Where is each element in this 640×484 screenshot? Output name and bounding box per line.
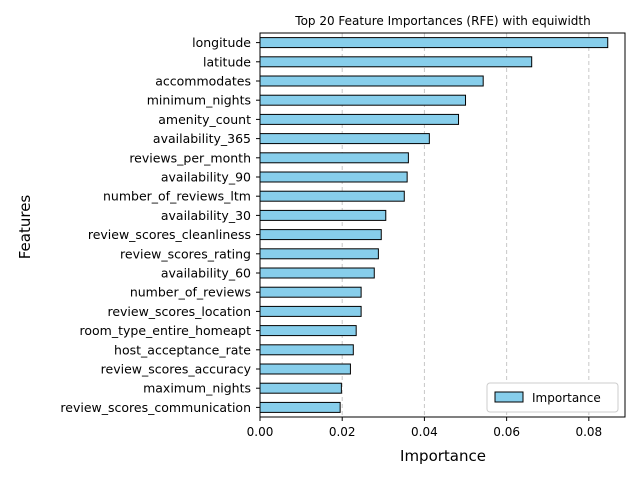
- bar-room_type_entire_homeapt: [259, 325, 357, 337]
- y-tick-label: longitude: [192, 35, 251, 50]
- y-tick-label: maximum_nights: [143, 381, 251, 396]
- bar-reviews_per_month: [259, 152, 409, 164]
- bar-number_of_reviews: [259, 286, 362, 298]
- legend-swatch: [494, 391, 524, 403]
- bars: [259, 37, 609, 413]
- bar-host_acceptance_rate: [259, 344, 354, 356]
- bar-availability_30: [259, 209, 387, 221]
- grid: [259, 33, 590, 417]
- y-tick-label: availability_60: [161, 266, 251, 281]
- bar-review_scores_cleanliness: [259, 229, 382, 241]
- y-tick-label: room_type_entire_homeapt: [80, 323, 252, 338]
- x-tick-label: 0.02: [329, 425, 356, 439]
- y-tick-label: review_scores_rating: [120, 246, 251, 261]
- bar-amenity_count: [259, 113, 460, 125]
- y-tick-label: number_of_reviews: [130, 285, 251, 300]
- bar-review_scores_communication: [259, 401, 341, 413]
- y-tick-label: minimum_nights: [147, 93, 251, 108]
- legend: Importance: [486, 382, 619, 413]
- y-tick-label: review_scores_accuracy: [101, 362, 252, 377]
- chart-title: Top 20 Feature Importances (RFE) with eq…: [294, 14, 590, 28]
- bar-longitude: [259, 37, 609, 49]
- x-axis-label: Importance: [400, 447, 486, 465]
- bar-accommodates: [259, 75, 484, 87]
- x-tick-label: 0.06: [493, 425, 520, 439]
- bar-availability_60: [259, 267, 375, 279]
- y-tick-label: amenity_count: [158, 112, 251, 127]
- y-tick-label: review_scores_cleanliness: [88, 227, 251, 242]
- x-axis-ticks: 0.00 0.02 0.04 0.06 0.08: [247, 417, 602, 439]
- bar-minimum_nights: [259, 94, 467, 106]
- legend-label: Importance: [532, 391, 601, 405]
- x-tick-label: 0.00: [247, 425, 274, 439]
- x-tick-label: 0.04: [411, 425, 438, 439]
- y-tick-label: review_scores_communication: [60, 400, 251, 415]
- y-tick-label: availability_90: [161, 170, 251, 185]
- bar-availability_365: [259, 133, 430, 145]
- y-tick-label: latitude: [203, 54, 251, 69]
- legend-frame: [486, 382, 619, 413]
- y-tick-label: accommodates: [155, 74, 251, 89]
- bar-review_scores_rating: [259, 248, 379, 260]
- bar-number_of_reviews_ltm: [259, 190, 405, 202]
- bar-review_scores_location: [259, 305, 362, 317]
- y-tick-label: review_scores_location: [107, 304, 251, 319]
- y-tick-label: reviews_per_month: [129, 150, 251, 165]
- y-axis-ticks: longitude latitude accommodates minimum_nig…: [60, 35, 260, 415]
- y-tick-label: availability_365: [153, 131, 251, 146]
- x-tick-label: 0.08: [575, 425, 602, 439]
- y-tick-label: host_acceptance_rate: [114, 342, 251, 357]
- bar-availability_90: [259, 171, 408, 183]
- bar-review_scores_accuracy: [259, 363, 351, 375]
- bar-maximum_nights: [259, 382, 342, 394]
- bar-latitude: [259, 56, 533, 68]
- y-tick-label: availability_30: [161, 208, 251, 223]
- y-tick-label: number_of_reviews_ltm: [103, 189, 251, 204]
- y-axis-label: Features: [16, 195, 34, 260]
- plot-frame: [259, 32, 626, 418]
